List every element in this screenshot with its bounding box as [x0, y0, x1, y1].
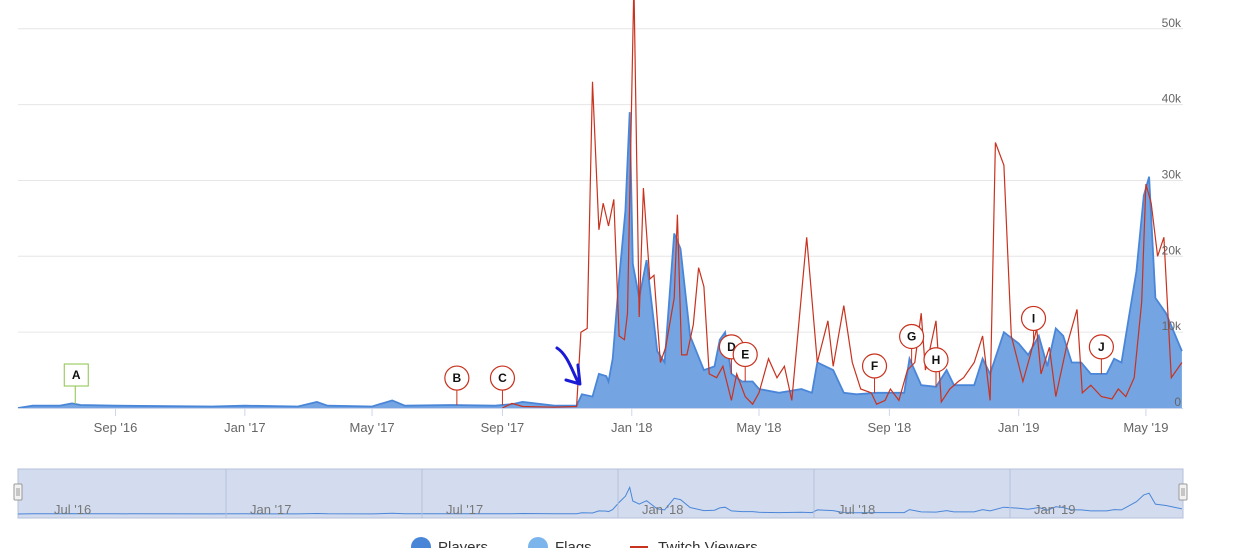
y-tick-label: 10k — [1162, 319, 1182, 333]
flag-label: B — [453, 371, 462, 385]
grid-lines — [18, 28, 1183, 333]
y-tick-label: 50k — [1162, 16, 1182, 30]
flag-marker — [489, 365, 516, 391]
navigator[interactable]: Jul '16 Jan '17 Jul '17 Jan '18 Jul '18 Jan '… — [13, 468, 1188, 519]
flag-label: C — [498, 371, 507, 385]
players-area — [18, 112, 1182, 408]
x-tick-label: Sep '17 — [481, 420, 525, 435]
players-series-line — [17, 112, 1183, 409]
navigator-series-line — [17, 485, 1183, 515]
flag-label: I — [1032, 311, 1035, 325]
legend-label: Players — [438, 539, 488, 548]
legend[interactable]: Players Flags Twitch Viewers — [411, 537, 758, 553]
y-tick-label: 0 — [1174, 395, 1181, 409]
flag-i[interactable]: I — [1020, 305, 1047, 346]
flag-j[interactable]: J — [1088, 334, 1114, 374]
flag-label: F — [871, 359, 878, 373]
handle-body[interactable] — [13, 483, 23, 501]
flag-label: D — [727, 340, 736, 354]
plot-area — [17, 0, 1183, 409]
annotation-arrow-head — [564, 363, 582, 386]
navigator-tick-label: Jul '16 — [54, 502, 91, 517]
flag-marker — [923, 347, 949, 373]
navigator-tick-label: Jul '18 — [838, 502, 875, 517]
flag-label: H — [932, 353, 941, 367]
navigator-tick-label: Jul '17 — [446, 502, 483, 517]
flag-label: A — [72, 368, 81, 382]
flag-b[interactable]: B — [444, 365, 470, 406]
x-tick-label: May '18 — [736, 420, 781, 435]
legend-symbol — [528, 537, 548, 553]
legend-item-flags[interactable]: Flags — [528, 537, 592, 553]
flag-e[interactable]: E — [732, 341, 758, 382]
flag-label: G — [907, 330, 916, 344]
x-tick-label: May '17 — [349, 420, 394, 435]
flag-marker — [1088, 334, 1114, 360]
y-tick-label: 20k — [1162, 243, 1182, 257]
annotation-layer — [555, 346, 582, 386]
legend-symbol — [411, 537, 431, 553]
navigator-left-handle[interactable] — [13, 483, 23, 501]
flag-label: E — [741, 347, 749, 361]
navigator-tick-label: Jan '18 — [642, 502, 684, 517]
flag-marker — [1020, 305, 1047, 332]
axes-layer: 0 10k 20k 30k 40k 50k Sep '16 Jan '17 May '17 Sep… — [18, 16, 1183, 435]
flag-a[interactable]: A — [63, 363, 89, 405]
legend-label: Flags — [555, 539, 592, 548]
legend-item-players[interactable]: Players — [411, 537, 488, 553]
x-tick-label: Sep '16 — [94, 420, 138, 435]
handle-body[interactable] — [1178, 483, 1188, 501]
flag-marker — [899, 323, 925, 350]
x-tick-label: Jan '17 — [224, 420, 266, 435]
twitch-viewers-line — [502, 0, 1183, 409]
annotation-arrow-shaft — [555, 346, 580, 384]
flag-c[interactable]: C — [489, 365, 516, 406]
y-tick-label: 40k — [1162, 92, 1182, 106]
legend-label: Twitch Viewers — [658, 539, 758, 548]
x-tick-label: Sep '18 — [868, 420, 912, 435]
flag-marker — [732, 341, 758, 368]
flag-marker — [861, 353, 888, 379]
x-tick-label: Jan '18 — [611, 420, 653, 435]
legend-item-twitch-viewers[interactable]: Twitch Viewers — [630, 539, 758, 553]
flag-marker — [444, 365, 470, 391]
y-tick-label: 30k — [1162, 167, 1182, 181]
flag-g[interactable]: G — [899, 323, 925, 364]
navigator-tick-label: Jan '19 — [1034, 502, 1076, 517]
flag-marker — [63, 363, 89, 387]
flag-h[interactable]: H — [923, 347, 949, 387]
navigator-right-handle[interactable] — [1178, 483, 1188, 501]
navigator-tick-label: Jan '17 — [250, 502, 292, 517]
x-tick-label: Jan '19 — [998, 420, 1040, 435]
flag-f[interactable]: F — [861, 353, 888, 393]
x-tick-label: May '19 — [1123, 420, 1168, 435]
flag-label: J — [1098, 340, 1105, 354]
flags-layer: A B C DE F G H I J — [63, 305, 1114, 406]
